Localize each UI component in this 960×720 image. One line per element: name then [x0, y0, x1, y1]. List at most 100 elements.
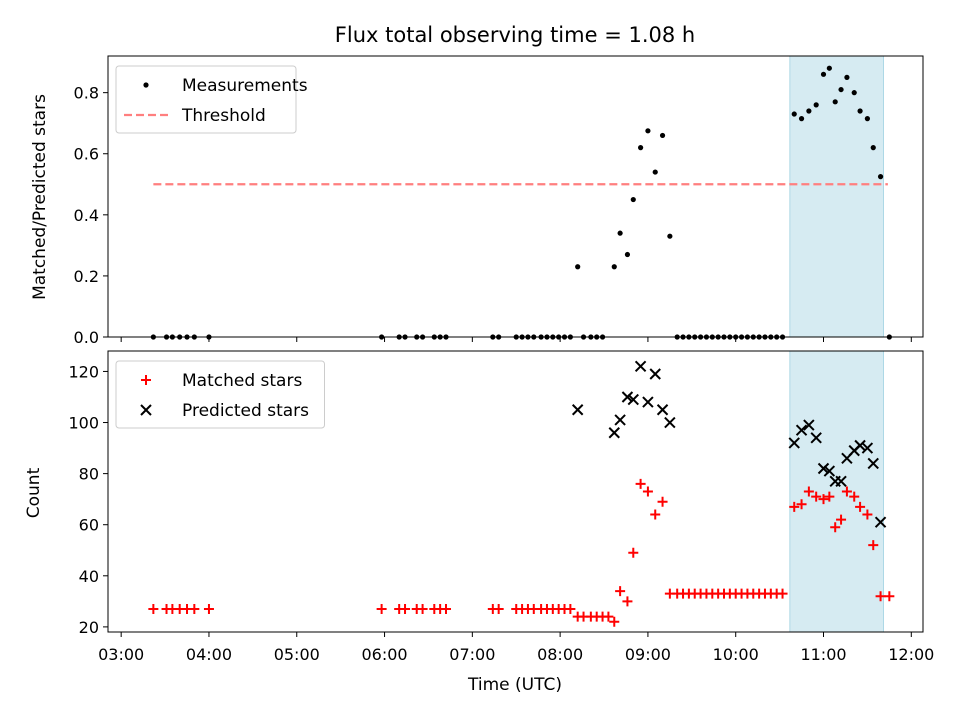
- matched-star-marker: [635, 478, 646, 489]
- matched-star-marker: [203, 604, 214, 615]
- legend-dot-marker: [143, 82, 149, 88]
- measurement-point: [652, 169, 658, 175]
- x-tick-label: 03:00: [98, 645, 144, 664]
- matched-star-marker: [836, 514, 847, 525]
- measurement-point: [826, 65, 832, 71]
- measurement-point: [630, 196, 636, 203]
- matched-star-marker: [841, 486, 852, 497]
- predicted-star-marker: [608, 427, 620, 439]
- x-tick-label: 09:00: [625, 645, 671, 664]
- matched-star-marker: [148, 604, 159, 615]
- axes-frame: [107, 55, 924, 338]
- predicted-star-marker: [854, 439, 866, 452]
- legend-label: Threshold: [181, 106, 266, 126]
- legend-x-marker: [140, 404, 152, 416]
- y-tick-label: 120: [68, 362, 99, 381]
- matched-star-marker: [830, 522, 841, 533]
- x-tick-label: 04:00: [186, 645, 232, 664]
- measurement-point: [617, 230, 623, 236]
- matched-star-marker: [615, 586, 626, 597]
- matched-star-marker: [189, 604, 200, 615]
- measurement-point: [575, 264, 581, 270]
- predicted-star-marker: [649, 368, 661, 380]
- y-tick-label: 0.6: [74, 145, 99, 164]
- predicted-star-marker: [835, 475, 847, 487]
- y-tick-label: 60: [79, 516, 99, 535]
- measurement-point: [624, 251, 631, 258]
- predicted-star-marker: [788, 437, 800, 449]
- matched-star-marker: [603, 611, 614, 622]
- matched-star-marker: [803, 486, 814, 497]
- predicted-star-marker: [810, 432, 822, 444]
- matched-star-marker: [789, 501, 800, 512]
- matched-star-marker: [796, 499, 807, 510]
- measurement-point: [857, 108, 863, 114]
- bottom-panel-counts: 20 40 60 80 100 120 03:00 04:00 05:00 06:00 07:00 0…: [68, 350, 934, 664]
- matched-star-marker: [862, 509, 873, 520]
- predicted-star-marker: [817, 462, 830, 475]
- axes-frame: [107, 350, 924, 633]
- x-tick-label: 12:00: [888, 645, 934, 664]
- y-tick-label: 0.4: [74, 206, 99, 225]
- matched-star-marker: [657, 496, 668, 507]
- y-tick-label: 100: [68, 414, 99, 433]
- y-tick-label: 0.8: [74, 84, 99, 103]
- legend: Matched stars Predicted stars: [115, 360, 325, 429]
- predicted-star-marker: [803, 419, 815, 431]
- legend-box: [115, 360, 325, 429]
- x-tick-label: 08:00: [537, 645, 583, 664]
- measurement-point: [820, 71, 827, 77]
- predicted-star-marker: [795, 424, 808, 436]
- legend: Measurements Threshold: [115, 65, 308, 134]
- measurement-point: [645, 128, 651, 134]
- top-panel-matched-ratio: 0.0 0.2 0.4 0.6 0.8 Measurements Threshold: [74, 55, 924, 347]
- measurement-point: [791, 111, 797, 117]
- matched-star-marker: [811, 491, 822, 502]
- matched-star-marker: [609, 616, 620, 627]
- matched-star-marker: [493, 604, 504, 615]
- y-tick-label: 80: [79, 465, 99, 484]
- matched-star-marker: [868, 540, 879, 551]
- measurement-point: [870, 145, 876, 151]
- y-tick-label: 20: [79, 618, 99, 637]
- measurement-point: [864, 116, 870, 122]
- predicted-star-marker: [627, 393, 639, 406]
- measurement-point: [798, 116, 805, 122]
- measurement-point: [838, 86, 844, 93]
- predicted-star-marker: [861, 442, 874, 454]
- predicted-star-marker: [621, 391, 634, 403]
- measurement-point: [806, 108, 812, 114]
- figure-title: Flux total observing time = 1.08 h: [335, 23, 695, 47]
- bottom-y-axis-label: Count: [24, 467, 44, 518]
- legend-label: Predicted stars: [182, 401, 309, 421]
- matched-star-marker: [642, 486, 653, 497]
- matched-star-marker: [824, 491, 835, 502]
- predicted-star-marker: [614, 414, 626, 426]
- predicted-star-marker: [642, 396, 654, 408]
- matched-star-marker: [417, 604, 428, 615]
- matched-star-marker: [565, 604, 576, 615]
- matched-star-marker: [376, 604, 387, 615]
- matched-star-marker: [777, 588, 788, 599]
- matched-star-marker: [622, 596, 633, 607]
- measurement-point: [638, 145, 644, 151]
- matched-star-marker: [855, 501, 866, 512]
- measurement-point: [832, 99, 838, 105]
- matched-star-marker: [400, 604, 411, 615]
- predicted-star-marker: [571, 404, 584, 416]
- matched-star-marker: [875, 591, 886, 602]
- y-tick-label: 0.0: [74, 328, 99, 347]
- y-tick-label: 40: [79, 567, 99, 586]
- predicted-star-marker: [874, 516, 887, 528]
- x-axis-label: Time (UTC): [467, 675, 562, 695]
- predicted-star-marker: [634, 360, 647, 373]
- predicted-star-marker: [664, 416, 676, 429]
- measurement-point: [851, 90, 857, 96]
- matched-star-marker: [650, 509, 661, 520]
- y-tick-label: 0.2: [74, 267, 99, 286]
- matched-star-marker: [849, 491, 860, 502]
- measurement-point: [659, 132, 666, 139]
- matched-star-marker: [628, 547, 639, 558]
- x-tick-label: 05:00: [274, 645, 320, 664]
